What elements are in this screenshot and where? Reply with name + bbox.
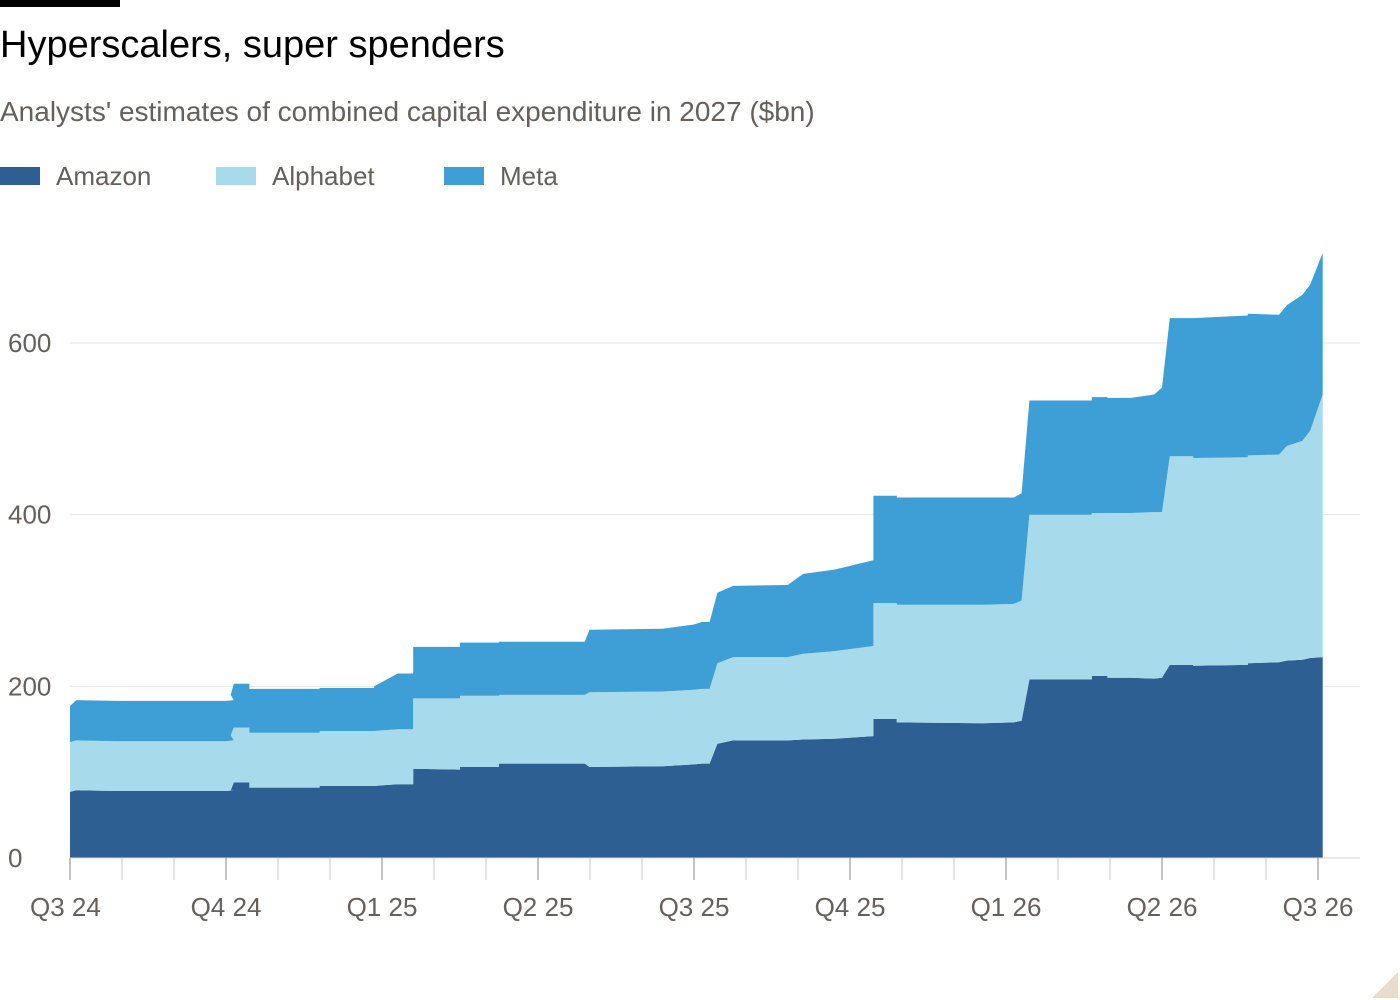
chart-title: Hyperscalers, super spenders: [0, 24, 505, 66]
legend-item-alphabet: Alphabet: [216, 158, 375, 194]
y-tick-label-400: 400: [8, 500, 51, 530]
x-tick-label-1: Q4 24: [191, 892, 262, 922]
x-tick-label-2: Q1 25: [347, 892, 418, 922]
top-rule: [0, 0, 120, 7]
x-tick-label-5: Q4 25: [815, 892, 886, 922]
y-tick-label-200: 200: [8, 671, 51, 701]
x-tick-label-0: Q3 24: [30, 892, 101, 922]
legend-swatch-amazon: [0, 167, 40, 185]
chart-subtitle: Analysts' estimates of combined capital …: [0, 96, 815, 127]
x-tick-label-3: Q2 25: [503, 892, 574, 922]
legend-item-amazon: Amazon: [0, 158, 151, 194]
area-alphabet: [70, 394, 1323, 792]
legend-swatch-meta: [444, 167, 484, 185]
legend-item-meta: Meta: [444, 158, 558, 194]
x-tick-label-4: Q3 25: [659, 892, 730, 922]
corner-mark: [1372, 972, 1398, 998]
legend-label-amazon: Amazon: [56, 160, 152, 191]
area-meta: [70, 252, 1323, 743]
legend-label-alphabet: Alphabet: [272, 160, 375, 191]
y-tick-label-600: 600: [8, 328, 51, 358]
area-amazon: [70, 657, 1323, 858]
x-tick-label-7: Q2 26: [1127, 892, 1198, 922]
legend-label-meta: Meta: [500, 160, 558, 191]
legend-swatch-alphabet: [216, 167, 256, 185]
y-tick-label-0: 0: [8, 843, 22, 873]
x-tick-label-6: Q1 26: [971, 892, 1042, 922]
x-tick-label-8: Q3 26: [1283, 892, 1354, 922]
